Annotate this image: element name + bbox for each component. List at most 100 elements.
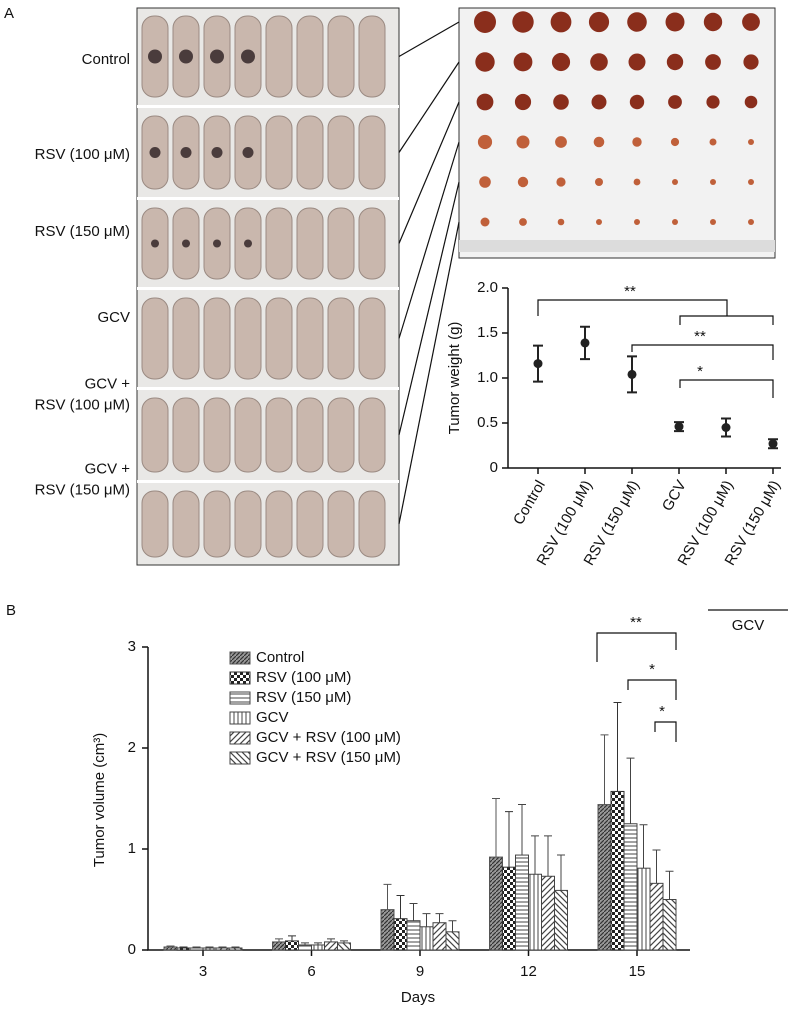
mouse [265, 397, 293, 473]
mouse [296, 397, 324, 473]
error-bar [665, 870, 674, 900]
bar [324, 941, 338, 951]
bar [554, 889, 568, 951]
photo-label: RSV (150 μM) [35, 223, 130, 240]
mouse [265, 490, 293, 558]
legend-label: GCV [256, 709, 289, 726]
tumor [551, 52, 571, 72]
x-axis-label: Days [401, 989, 435, 1006]
tumor-spot [244, 239, 252, 248]
bar [380, 909, 395, 951]
error-bar [314, 942, 322, 945]
tumor [668, 95, 682, 109]
bar [541, 875, 555, 951]
bar [502, 866, 516, 951]
tumor-spot [241, 49, 255, 64]
bar [176, 947, 191, 951]
error-bar [396, 894, 405, 919]
y-axis-label: Tumor volume (cm³) [91, 733, 108, 867]
significance: ** [624, 283, 636, 300]
tumor [629, 94, 645, 110]
mouse [172, 297, 200, 380]
dot [580, 338, 590, 348]
tumor [744, 95, 758, 109]
mouse [327, 297, 355, 380]
y-tick-label: 1.0 [477, 369, 498, 386]
bar [337, 942, 351, 951]
photo-label: GCV [97, 309, 130, 326]
panel-label: A [4, 5, 14, 22]
tumor [672, 219, 678, 225]
bar [393, 918, 408, 951]
mouse [296, 490, 324, 558]
error-bar [340, 940, 348, 943]
photo-label: RSV (100 μM) [35, 396, 130, 413]
error-bar [288, 935, 296, 941]
bracket [679, 315, 774, 325]
y-tick-label: 2 [128, 739, 136, 756]
tumor [743, 54, 759, 70]
dot [674, 422, 684, 432]
tumor-spot [179, 49, 193, 64]
y-axis-label: Tumor weight (g) [446, 322, 463, 435]
tumor [665, 12, 685, 32]
error-bar [626, 757, 635, 824]
error-bar [518, 804, 526, 856]
dot [627, 369, 637, 379]
x-tick-label: 9 [416, 963, 424, 980]
tumor [666, 53, 684, 71]
legend-swatch [229, 731, 251, 745]
significance: * [659, 703, 665, 720]
bar [189, 947, 204, 951]
tumor [512, 11, 534, 33]
legend-label: Control [256, 649, 304, 666]
mouse [172, 490, 200, 558]
tumor-spot [213, 239, 221, 248]
connector [398, 101, 460, 244]
error-bar [557, 854, 565, 891]
tumor [588, 11, 610, 33]
tumor [590, 53, 608, 71]
x-tick-label: GCV [659, 477, 690, 514]
error-bar [422, 913, 431, 927]
error-bar [231, 946, 240, 948]
bar [649, 882, 664, 951]
tumor-photo [458, 7, 776, 259]
mouse [265, 115, 293, 190]
error-bar [166, 945, 175, 947]
mouse [203, 490, 231, 558]
bar [662, 899, 677, 951]
error-bar [639, 824, 648, 869]
connector [398, 221, 460, 525]
bar [298, 944, 312, 951]
mouse [358, 397, 386, 473]
tumor [480, 217, 490, 227]
tumor [634, 219, 640, 225]
error-bar [544, 835, 552, 877]
tumor [477, 134, 493, 150]
mouse [358, 207, 386, 280]
tumor [742, 13, 760, 31]
error-bar [205, 946, 214, 948]
mouse [296, 15, 324, 98]
tumor [706, 95, 720, 109]
photo-label: Control [82, 51, 130, 68]
photos [136, 7, 776, 566]
bar [419, 926, 434, 951]
mouse [296, 297, 324, 380]
bar [272, 941, 286, 951]
mouse [358, 15, 386, 98]
tumor [513, 52, 533, 72]
legend-label: RSV (150 μM) [256, 689, 351, 706]
bar [406, 920, 421, 951]
tumor [550, 11, 572, 33]
mouse [234, 397, 262, 473]
bar [445, 931, 460, 951]
x-tick-label: 3 [199, 963, 207, 980]
tumor-spot [151, 239, 159, 248]
tumor-spot [242, 147, 254, 158]
legend-swatch [229, 671, 251, 685]
error-bar [383, 883, 392, 910]
tumor [476, 93, 494, 111]
